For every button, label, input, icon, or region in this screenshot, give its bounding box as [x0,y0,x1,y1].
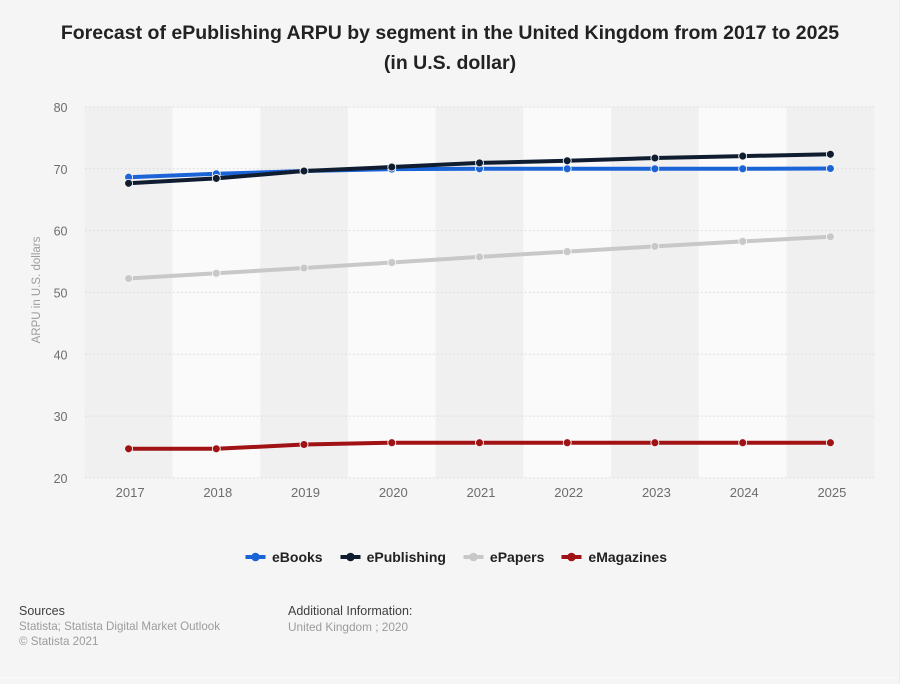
svg-text:2017: 2017 [116,485,145,500]
svg-text:20: 20 [54,472,68,486]
svg-text:2024: 2024 [730,485,759,500]
svg-text:2025: 2025 [817,485,846,500]
svg-text:2021: 2021 [467,485,496,500]
svg-text:80: 80 [54,101,68,115]
svg-text:2018: 2018 [203,485,232,500]
svg-text:2019: 2019 [291,485,320,500]
svg-text:50: 50 [54,286,68,300]
svg-text:2020: 2020 [379,485,408,500]
svg-text:30: 30 [54,410,68,424]
svg-text:60: 60 [54,225,68,239]
svg-text:2022: 2022 [554,485,583,500]
svg-text:40: 40 [54,348,68,362]
svg-text:70: 70 [54,163,68,177]
svg-text:ARPU in U.S. dollars: ARPU in U.S. dollars [31,236,43,343]
svg-text:2023: 2023 [642,485,671,500]
